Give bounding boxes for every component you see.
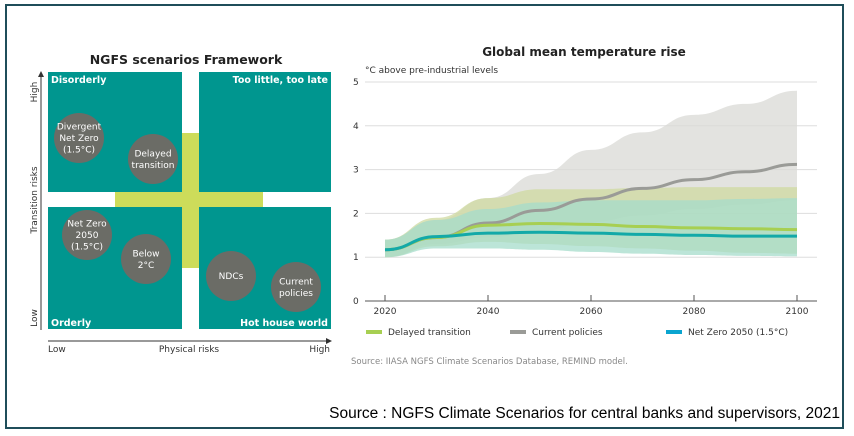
scenario-label: 2050 bbox=[76, 231, 99, 241]
y-axis-unit-label: °C above pre-industrial levels bbox=[365, 66, 498, 76]
temperature-chart: Global mean temperature rise °C above pr… bbox=[351, 45, 817, 367]
scenario-label: NDCs bbox=[219, 272, 244, 282]
legend-item: Delayed transition bbox=[366, 328, 471, 338]
x-axis-low: Low bbox=[48, 345, 66, 355]
footer-source: Source : NGFS Climate Scenarios for cent… bbox=[329, 405, 840, 422]
legend-swatch bbox=[366, 330, 382, 334]
chart-source-note: Source: IIASA NGFS Climate Scenarios Dat… bbox=[351, 357, 628, 367]
scenario-label: Current bbox=[279, 277, 313, 287]
quadrant-label-hot-house-world: Hot house world bbox=[240, 318, 328, 329]
scenario-label: (1.5°C) bbox=[63, 146, 95, 156]
y-tick-label: 5 bbox=[353, 78, 359, 88]
legend-label: Net Zero 2050 (1.5°C) bbox=[688, 328, 788, 338]
scenario-circle: Delayed transition bbox=[128, 134, 178, 184]
range-band bbox=[385, 198, 797, 258]
scenario-circle: Below 2°C bbox=[121, 234, 171, 284]
scenario-label: Below bbox=[132, 249, 159, 259]
scenario-label: (1.5°C) bbox=[71, 243, 103, 253]
x-tick-label: 2060 bbox=[580, 307, 603, 317]
scenario-label: Divergent bbox=[57, 123, 102, 133]
quadrant-label-disorderly: Disorderly bbox=[51, 75, 107, 86]
y-tick-label: 2 bbox=[353, 209, 359, 219]
chart-title: Global mean temperature rise bbox=[482, 45, 686, 59]
y-axis-high: High bbox=[30, 82, 40, 103]
framework-title: NGFS scenarios Framework bbox=[90, 52, 283, 67]
x-axis-high: High bbox=[309, 345, 330, 355]
x-tick-label: 2100 bbox=[786, 307, 809, 317]
scenario-label: transition bbox=[132, 161, 175, 171]
x-tick-label: 2020 bbox=[374, 307, 397, 317]
legend-label: Delayed transition bbox=[388, 328, 471, 338]
y-tick-label: 4 bbox=[353, 122, 359, 132]
scenario-circle: Current policies bbox=[271, 262, 321, 312]
legend-item: Current policies bbox=[510, 328, 603, 338]
y-axis-label: Transition risks bbox=[30, 166, 40, 234]
cross-horizontal bbox=[115, 192, 263, 207]
scenario-label: Net Zero bbox=[59, 134, 99, 144]
legend-label: Current policies bbox=[532, 328, 603, 338]
x-tick-label: 2040 bbox=[477, 307, 500, 317]
quadrant-too-little-too-late bbox=[199, 72, 331, 192]
scenario-circle-shape bbox=[54, 113, 104, 163]
scenario-circle-shape bbox=[62, 210, 112, 260]
y-axis-low: Low bbox=[30, 309, 40, 327]
legend-item: Net Zero 2050 (1.5°C) bbox=[666, 328, 788, 338]
scenario-label: Net Zero bbox=[67, 220, 107, 230]
legend-swatch bbox=[666, 330, 682, 334]
y-tick-label: 0 bbox=[353, 297, 359, 307]
y-tick-label: 3 bbox=[353, 166, 359, 176]
x-axis-label: Physical risks bbox=[159, 345, 220, 355]
quadrant-label-too-little-too-late: Too little, too late bbox=[233, 75, 328, 86]
scenario-circle-shape bbox=[206, 251, 256, 301]
y-axis-arrowhead bbox=[38, 71, 44, 77]
scenario-circle-shape bbox=[271, 262, 321, 312]
y-tick-label: 1 bbox=[353, 253, 359, 263]
scenario-circle: NDCs bbox=[206, 251, 256, 301]
x-tick-label: 2080 bbox=[683, 307, 706, 317]
quadrant-label-orderly: Orderly bbox=[51, 318, 92, 329]
x-axis-arrowhead bbox=[326, 338, 332, 344]
image-frame bbox=[5, 4, 844, 429]
scenario-circle-shape bbox=[128, 134, 178, 184]
scenario-circle-shape bbox=[121, 234, 171, 284]
scenario-label: 2°C bbox=[138, 261, 155, 271]
scenario-label: Delayed bbox=[134, 149, 171, 159]
legend-swatch bbox=[510, 330, 526, 334]
scenario-label: policies bbox=[279, 289, 313, 299]
